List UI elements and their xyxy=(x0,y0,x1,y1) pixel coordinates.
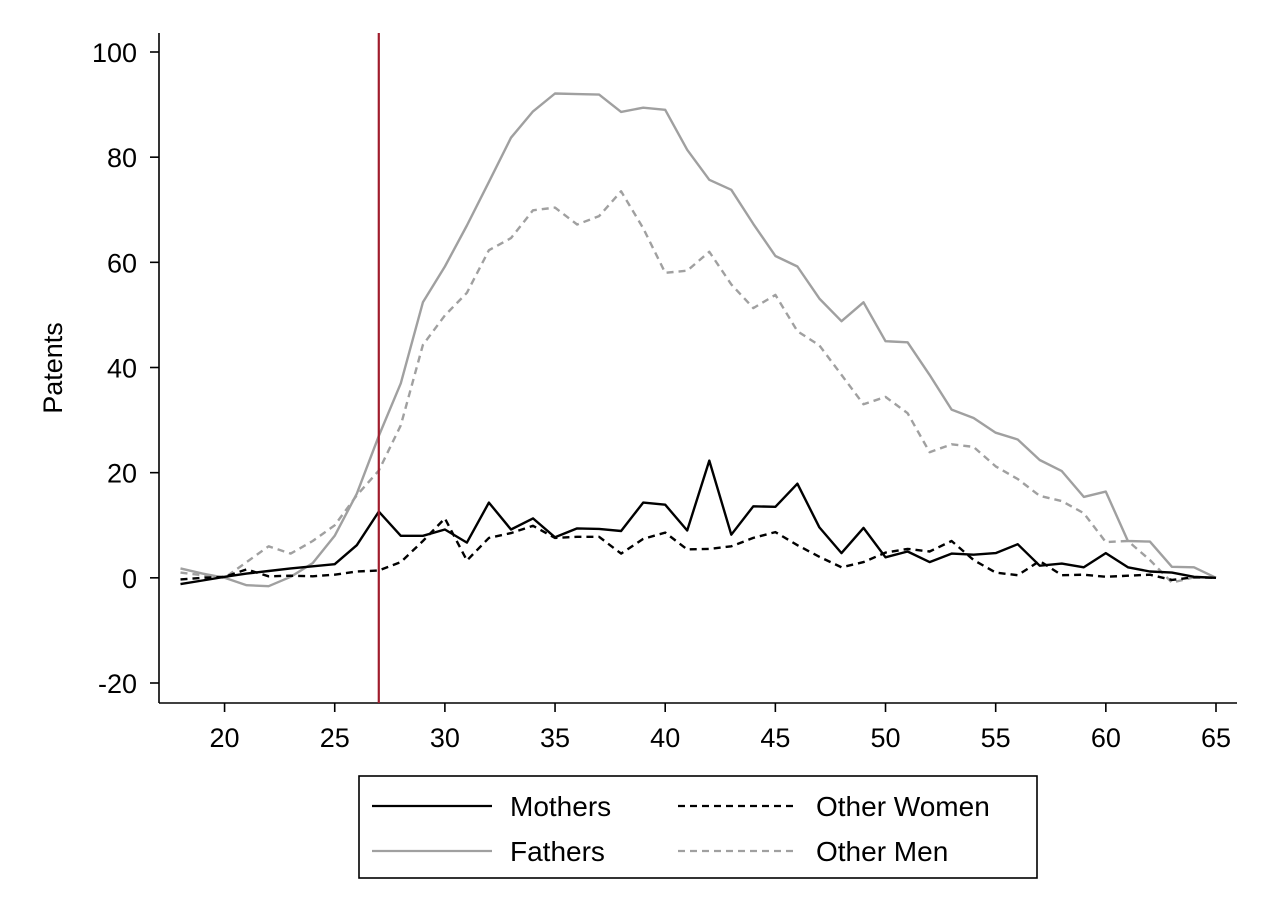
legend-label-other-men: Other Men xyxy=(816,836,948,867)
series-layer xyxy=(180,92,1217,588)
y-tick-label: 60 xyxy=(107,248,137,278)
x-tick-label: 55 xyxy=(981,723,1011,753)
x-tick-label: 20 xyxy=(210,723,240,753)
legend-label-mothers: Mothers xyxy=(510,791,611,822)
legend: Mothers Other Women Fathers Other Men xyxy=(358,775,1038,879)
y-axis-title: Patents xyxy=(38,322,68,414)
legend-label-fathers: Fathers xyxy=(510,836,605,867)
y-tick-label: 40 xyxy=(107,354,137,384)
x-tick-label: 30 xyxy=(430,723,460,753)
legend-label-other-women: Other Women xyxy=(816,791,990,822)
y-ticks: -20 0 20 40 60 80 100 xyxy=(92,38,159,699)
x-tick-label: 40 xyxy=(650,723,680,753)
x-tick-label: 50 xyxy=(870,723,900,753)
y-tick-label: 80 xyxy=(107,143,137,173)
series-line-mothers xyxy=(180,459,1217,586)
x-tick-label: 25 xyxy=(320,723,350,753)
y-tick-label: 20 xyxy=(107,459,137,489)
x-ticks: 20 25 30 35 40 45 50 55 60 65 xyxy=(210,703,1231,753)
x-tick-label: 35 xyxy=(540,723,570,753)
y-tick-label: -20 xyxy=(98,669,137,699)
series-line-other-women xyxy=(180,517,1217,582)
y-tick-label: 0 xyxy=(122,564,137,594)
x-tick-label: 65 xyxy=(1201,723,1231,753)
x-tick-label: 60 xyxy=(1091,723,1121,753)
y-tick-label: 100 xyxy=(92,38,137,68)
legend-box xyxy=(358,775,1038,879)
x-tick-label: 45 xyxy=(760,723,790,753)
series-line-other-men xyxy=(180,190,1217,584)
